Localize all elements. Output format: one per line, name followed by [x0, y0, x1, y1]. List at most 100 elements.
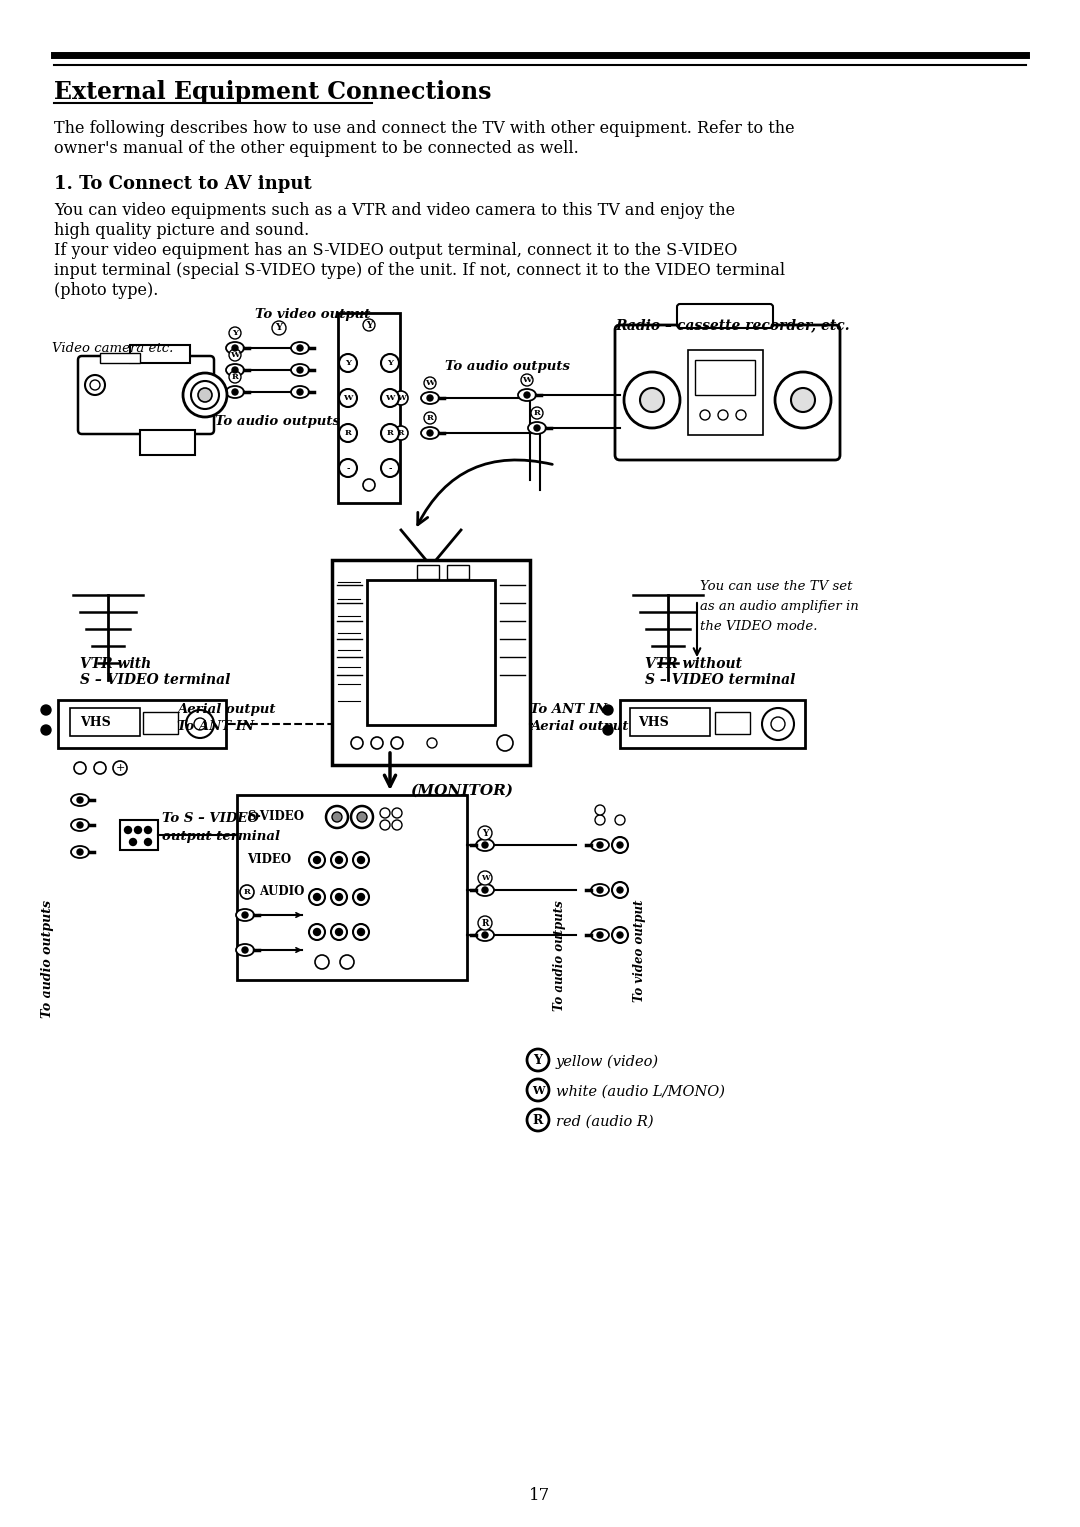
Text: W: W: [343, 394, 353, 402]
Circle shape: [315, 954, 329, 970]
Bar: [715, 712, 750, 734]
Circle shape: [229, 350, 241, 360]
Text: VIDEO: VIDEO: [247, 854, 292, 866]
Text: yellow (video): yellow (video): [556, 1055, 659, 1069]
Circle shape: [41, 725, 51, 734]
Circle shape: [603, 705, 613, 715]
Text: To S – VIDEO: To S – VIDEO: [162, 812, 259, 825]
Circle shape: [194, 718, 206, 730]
Circle shape: [186, 710, 214, 738]
Circle shape: [482, 887, 488, 893]
Text: To audio outputs: To audio outputs: [41, 899, 54, 1019]
Ellipse shape: [421, 392, 438, 405]
Ellipse shape: [476, 928, 494, 941]
Circle shape: [353, 889, 369, 906]
Bar: [447, 565, 469, 579]
Circle shape: [336, 893, 342, 901]
Text: VHS: VHS: [80, 716, 111, 728]
Circle shape: [272, 321, 286, 334]
Text: R: R: [482, 919, 488, 927]
Circle shape: [339, 460, 357, 476]
Circle shape: [394, 426, 408, 440]
Text: R: R: [345, 429, 351, 437]
Text: output terminal: output terminal: [162, 831, 280, 843]
Circle shape: [309, 924, 325, 941]
Ellipse shape: [71, 846, 89, 858]
Circle shape: [145, 826, 151, 834]
Circle shape: [603, 725, 613, 734]
Circle shape: [353, 924, 369, 941]
Text: R: R: [231, 373, 239, 382]
Circle shape: [527, 1080, 549, 1101]
Text: The following describes how to use and connect the TV with other equipment. Refe: The following describes how to use and c…: [54, 121, 795, 137]
Circle shape: [297, 345, 303, 351]
Ellipse shape: [226, 363, 244, 376]
Circle shape: [612, 927, 627, 944]
Ellipse shape: [591, 884, 609, 896]
Circle shape: [124, 826, 132, 834]
Ellipse shape: [237, 944, 254, 956]
Circle shape: [191, 382, 219, 409]
Circle shape: [482, 931, 488, 938]
Text: as an audio amplifier in: as an audio amplifier in: [700, 600, 859, 612]
Text: S-VIDEO: S-VIDEO: [247, 809, 303, 823]
Bar: [58, 699, 226, 748]
Circle shape: [381, 389, 399, 408]
Circle shape: [357, 928, 365, 936]
Circle shape: [427, 431, 433, 437]
Text: W: W: [531, 1084, 544, 1095]
Ellipse shape: [591, 928, 609, 941]
Text: R: R: [387, 429, 393, 437]
Circle shape: [229, 371, 241, 383]
Ellipse shape: [476, 838, 494, 851]
Text: W: W: [481, 873, 489, 883]
Circle shape: [113, 760, 127, 776]
Circle shape: [313, 893, 321, 901]
Text: To audio outputs: To audio outputs: [215, 415, 340, 428]
Circle shape: [240, 886, 254, 899]
Circle shape: [392, 820, 402, 831]
Circle shape: [424, 377, 436, 389]
Circle shape: [336, 928, 342, 936]
Circle shape: [534, 425, 540, 431]
Circle shape: [718, 411, 728, 420]
Circle shape: [427, 395, 433, 402]
Bar: [620, 699, 805, 748]
Circle shape: [336, 857, 342, 863]
Bar: [120, 820, 158, 851]
Text: input terminal (special S-VIDEO type) of the unit. If not, connect it to the VID: input terminal (special S-VIDEO type) of…: [54, 263, 785, 279]
Bar: [630, 709, 710, 736]
Text: Y: Y: [387, 359, 393, 366]
Circle shape: [229, 327, 241, 339]
Ellipse shape: [71, 818, 89, 831]
Circle shape: [41, 705, 51, 715]
Circle shape: [372, 738, 383, 750]
Circle shape: [313, 857, 321, 863]
Text: R: R: [244, 889, 251, 896]
Circle shape: [297, 389, 303, 395]
Text: If your video equipment has an S-VIDEO output terminal, connect it to the S-VIDE: If your video equipment has an S-VIDEO o…: [54, 241, 738, 260]
Text: You can video equipments such as a VTR and video camera to this TV and enjoy the: You can video equipments such as a VTR a…: [54, 202, 735, 218]
Circle shape: [332, 812, 342, 822]
Bar: [367, 580, 495, 725]
Circle shape: [363, 319, 375, 331]
Circle shape: [524, 392, 530, 399]
Text: Radio – cassette recorder, etc.: Radio – cassette recorder, etc.: [615, 318, 850, 331]
Circle shape: [775, 373, 831, 428]
Circle shape: [357, 812, 367, 822]
Text: red (audio R): red (audio R): [556, 1115, 653, 1128]
Circle shape: [242, 947, 248, 953]
Text: W: W: [523, 376, 531, 383]
Text: To video output: To video output: [634, 899, 647, 1002]
Text: (MONITOR): (MONITOR): [410, 783, 513, 799]
Text: To ANT IN: To ANT IN: [530, 702, 607, 716]
Circle shape: [242, 912, 248, 918]
Bar: [143, 712, 178, 734]
Text: -: -: [388, 464, 392, 472]
Text: You can use the TV set: You can use the TV set: [700, 580, 852, 592]
FancyBboxPatch shape: [677, 304, 773, 328]
Circle shape: [478, 870, 492, 886]
Circle shape: [521, 374, 534, 386]
Ellipse shape: [291, 342, 309, 354]
Circle shape: [394, 391, 408, 405]
